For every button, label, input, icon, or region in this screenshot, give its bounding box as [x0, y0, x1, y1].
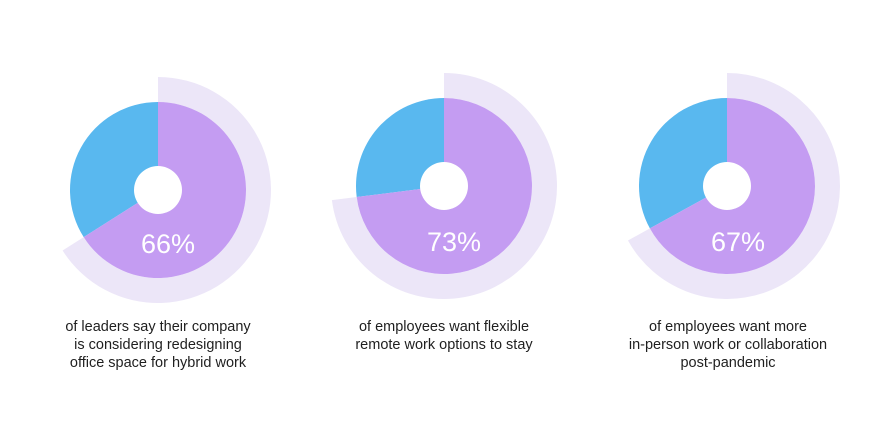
- caption-1-line-3: office space for hybrid work: [69, 355, 247, 371]
- donut-3-center-hole: [703, 162, 751, 210]
- caption-3-line-3: post-pandemic: [680, 355, 776, 371]
- caption-2-line-1: of employees want flexible: [358, 319, 530, 335]
- caption-1-line-1: of leaders say their company: [65, 319, 251, 335]
- donut-2-center-hole: [420, 162, 468, 210]
- donut-chart-2: 73%: [331, 73, 557, 299]
- donut-2-percent-label: 73%: [427, 227, 481, 257]
- caption-1: of leaders say their company is consider…: [28, 318, 288, 372]
- caption-3-line-2: in-person work or collaboration: [628, 337, 828, 353]
- donut-1-remainder-slice: [70, 102, 158, 238]
- caption-2: of employees want flexible remote work o…: [314, 318, 574, 354]
- donut-1-percent-label: 66%: [141, 229, 195, 259]
- caption-1-line-2: is considering redesigning: [74, 337, 242, 353]
- donut-1-center-hole: [134, 166, 182, 214]
- donut-3-percent-label: 67%: [711, 227, 765, 257]
- donut-2-remainder-slice: [356, 98, 444, 198]
- caption-3: of employees want more in-person work or…: [598, 318, 858, 372]
- donut-chart-3: 67%: [627, 73, 840, 299]
- caption-3-line-1: of employees want more: [649, 319, 807, 335]
- caption-2-line-2: remote work options to stay: [355, 337, 533, 353]
- donut-chart-1: 66%: [62, 77, 272, 304]
- donut-3-remainder-slice: [639, 98, 727, 229]
